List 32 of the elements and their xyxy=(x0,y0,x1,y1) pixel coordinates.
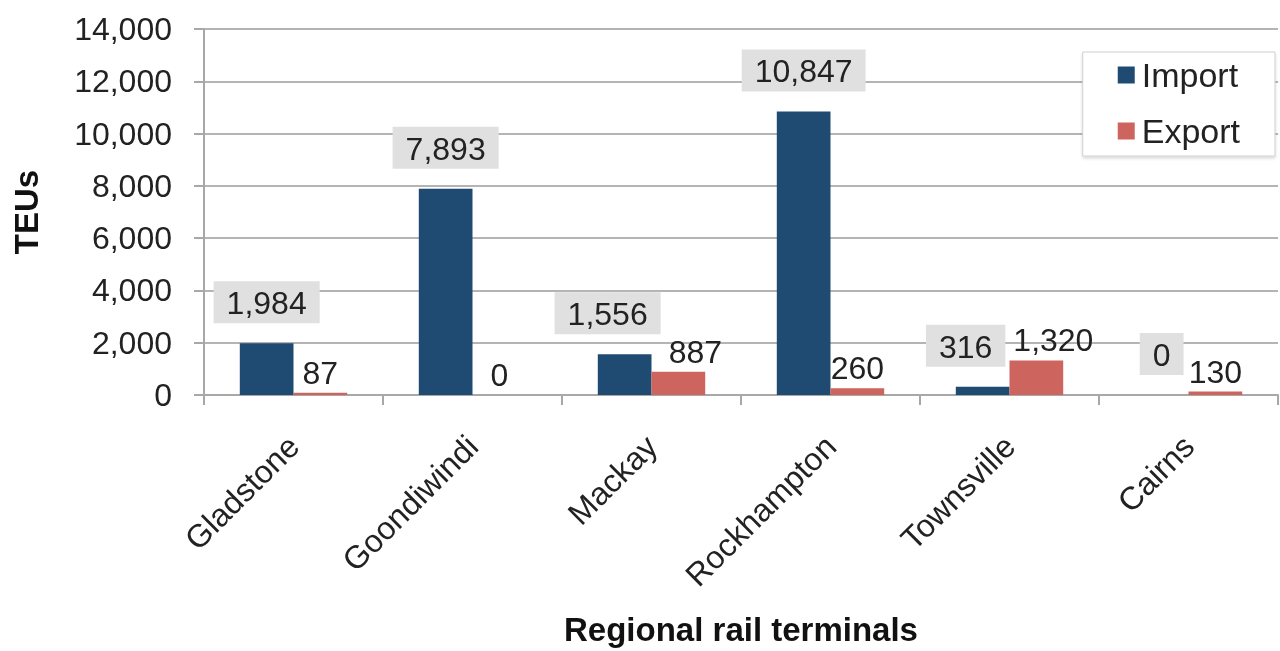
y-tick-label: 4,000 xyxy=(91,272,172,309)
data-label: 130 xyxy=(1188,353,1243,390)
data-label: 260 xyxy=(830,350,885,387)
y-tick-label: 2,000 xyxy=(91,324,172,361)
data-label: 887 xyxy=(668,333,723,370)
y-tick-label: 10,000 xyxy=(74,115,172,152)
legend-label: Import xyxy=(1141,56,1239,94)
legend-label: Export xyxy=(1141,112,1241,150)
bar xyxy=(776,111,831,395)
bar xyxy=(1009,360,1064,395)
bar xyxy=(418,188,473,395)
data-label: 1,320 xyxy=(1013,322,1094,359)
y-tick-label: 8,000 xyxy=(91,167,172,204)
bar xyxy=(955,386,1010,395)
data-label: 1,984 xyxy=(226,285,307,322)
data-label: 1,556 xyxy=(567,296,648,333)
y-tick-label: 12,000 xyxy=(74,63,172,100)
y-axis-title: TEUs xyxy=(8,169,45,255)
x-axis-title: Regional rail terminals xyxy=(564,611,918,648)
bar xyxy=(239,343,294,395)
y-tick-label: 0 xyxy=(154,377,172,413)
y-tick-label: 6,000 xyxy=(91,220,172,257)
bar xyxy=(597,354,652,395)
data-label: 0 xyxy=(1152,337,1171,373)
data-label: 0 xyxy=(490,357,509,393)
data-label: 7,893 xyxy=(405,130,486,167)
bar xyxy=(830,388,885,395)
bar xyxy=(651,371,706,395)
data-label: 10,847 xyxy=(754,53,853,90)
y-tick-label: 14,000 xyxy=(74,11,172,47)
data-label: 316 xyxy=(938,328,993,365)
data-label: 87 xyxy=(302,354,339,391)
